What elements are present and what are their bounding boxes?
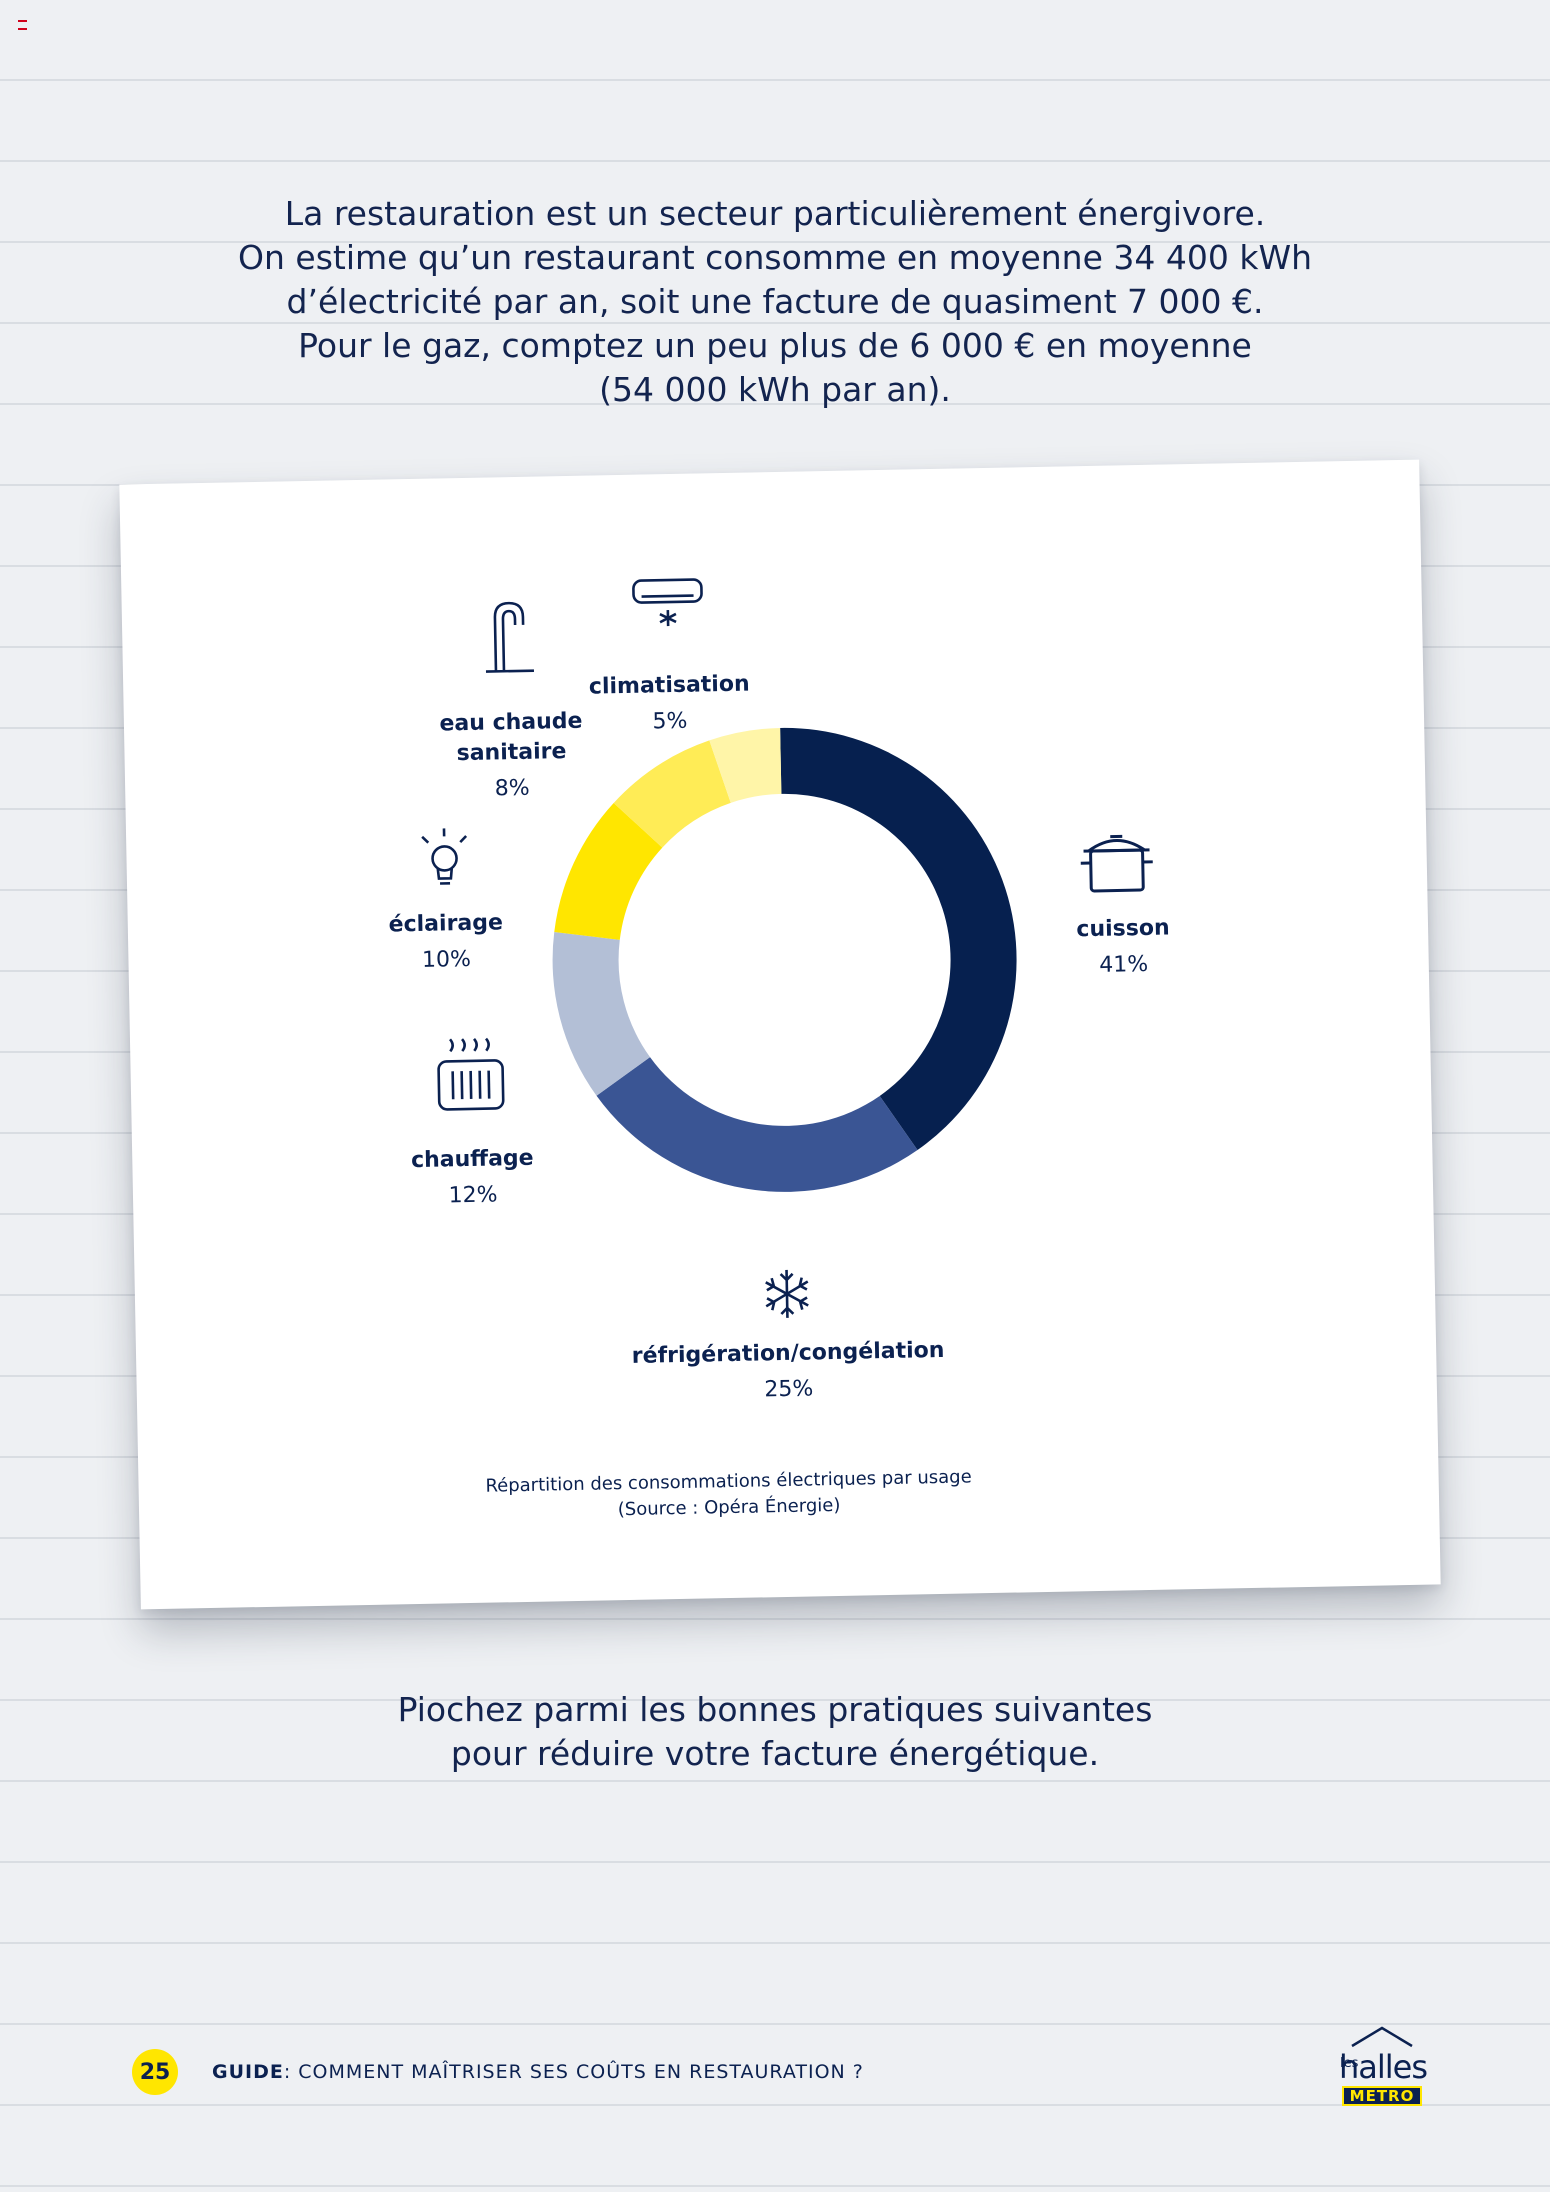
donut-label-3: éclairage 10% bbox=[388, 910, 503, 973]
logo-les: les bbox=[1340, 2056, 1359, 2071]
donut-labels: cuisson 41% réfrigération/congélation 25% ch… bbox=[388, 672, 1170, 1403]
category-label: chauffage bbox=[411, 1146, 534, 1173]
caption-source: (Source : Opéra Énergie) bbox=[618, 1494, 841, 1520]
light-bulb-icon bbox=[421, 828, 468, 885]
intro-line: d’électricité par an, soit une facture d… bbox=[286, 282, 1264, 321]
outro-line: Piochez parmi les bonnes pratiques suiva… bbox=[397, 1690, 1153, 1729]
value-label: 10% bbox=[422, 947, 471, 973]
menu-icon bbox=[18, 20, 27, 30]
donut-slice-4 bbox=[613, 740, 731, 848]
logo-metro: METRO bbox=[1342, 2086, 1422, 2106]
donut-label-5: climatisation 5% bbox=[589, 672, 750, 735]
category-label: cuisson bbox=[1076, 916, 1170, 943]
donut-slice-3 bbox=[554, 802, 663, 940]
roof-icon bbox=[1351, 2026, 1413, 2048]
footer-title: GUIDE: COMMENT MAÎTRISER SES COÛTS EN RE… bbox=[212, 2061, 864, 2083]
value-label: 8% bbox=[495, 776, 530, 802]
value-label: 5% bbox=[652, 709, 687, 735]
donut-slice-1 bbox=[596, 1057, 918, 1192]
category-label: sanitaire bbox=[456, 739, 566, 766]
snowflake-icon bbox=[765, 1269, 809, 1318]
page-footer: 25 GUIDE: COMMENT MAÎTRISER SES COÛTS EN… bbox=[132, 2049, 864, 2095]
outro-line: pour réduire votre facture énergétique. bbox=[450, 1734, 1100, 1773]
donut-label-0: cuisson 41% bbox=[1076, 916, 1170, 978]
intro-line: On estime qu’un restaurant consomme en m… bbox=[238, 238, 1312, 277]
value-label: 41% bbox=[1099, 952, 1148, 978]
intro-text: La restauration est un secteur particuli… bbox=[150, 192, 1400, 412]
category-label: climatisation bbox=[589, 672, 750, 700]
value-label: 25% bbox=[764, 1376, 813, 1402]
cooking-pot-icon bbox=[1080, 834, 1153, 893]
intro-line: (54 000 kWh par an). bbox=[599, 370, 951, 409]
donut-label-1: réfrigération/congélation 25% bbox=[632, 1338, 945, 1402]
guide-label: GUIDE bbox=[212, 2061, 284, 2083]
halles-metro-logo: les halles METRO bbox=[1336, 2020, 1428, 2110]
donut-slices bbox=[552, 727, 1017, 1192]
intro-line: Pour le gaz, comptez un peu plus de 6 00… bbox=[298, 326, 1252, 365]
donut-label-2: chauffage 12% bbox=[411, 1146, 534, 1209]
donut-slice-5 bbox=[709, 727, 782, 803]
category-label: éclairage bbox=[388, 910, 503, 937]
guide-title: : COMMENT MAÎTRISER SES COÛTS EN RESTAUR… bbox=[283, 2061, 864, 2083]
chart-card: cuisson 41% réfrigération/congélation 25% ch… bbox=[119, 459, 1441, 1610]
value-label: 12% bbox=[448, 1182, 497, 1208]
logo-word: halles bbox=[1338, 2048, 1428, 2086]
category-label: réfrigération/congélation bbox=[632, 1338, 945, 1369]
chart-caption: Répartition des consommations électrique… bbox=[485, 1466, 972, 1520]
page-number: 25 bbox=[132, 2049, 178, 2095]
outro-text: Piochez parmi les bonnes pratiques suiva… bbox=[250, 1688, 1300, 1776]
donut-chart: cuisson 41% réfrigération/congélation 25% ch… bbox=[388, 578, 1170, 1520]
category-label: eau chaude bbox=[439, 709, 582, 737]
donut-slice-0 bbox=[780, 727, 1017, 1151]
radiator-icon bbox=[437, 1037, 505, 1111]
donut-slice-2 bbox=[552, 931, 651, 1096]
faucet-icon bbox=[485, 601, 534, 673]
intro-line: La restauration est un secteur particuli… bbox=[284, 194, 1266, 233]
air-conditioner-icon bbox=[632, 578, 703, 627]
caption-line: Répartition des consommations électrique… bbox=[485, 1466, 972, 1496]
